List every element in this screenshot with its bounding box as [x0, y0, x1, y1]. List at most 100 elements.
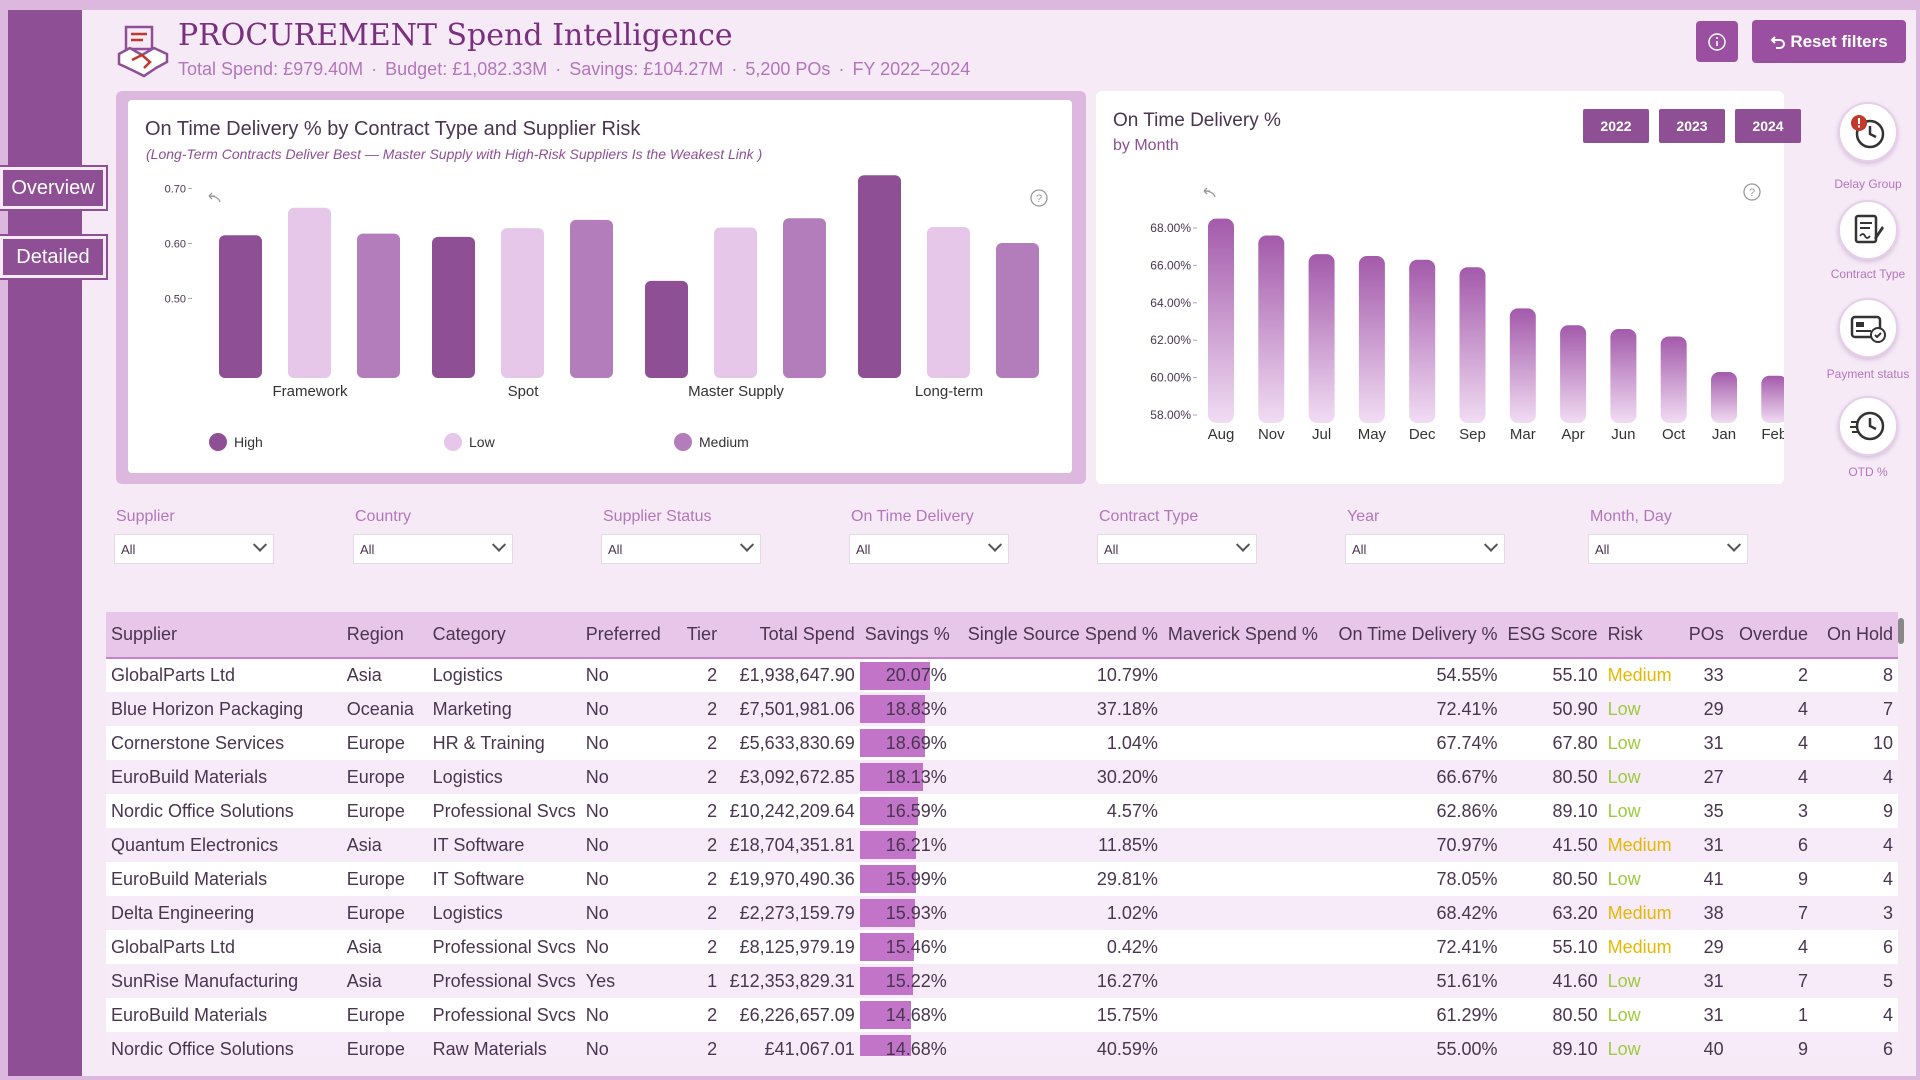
bar-low-long-term[interactable] — [927, 227, 970, 378]
table-cell: Europe — [346, 732, 405, 753]
table-cell: Europe — [346, 868, 405, 889]
bar-month-feb[interactable] — [1761, 375, 1784, 423]
table-row[interactable]: SunRise Manufacturing Asia Professional Sv… — [106, 964, 1898, 998]
contract-type-slicer[interactable]: All — [1097, 534, 1257, 564]
column-header[interactable]: Savings % — [859, 612, 963, 659]
table-cell: £7,501,981.06 — [739, 698, 855, 719]
table-row[interactable]: EuroBuild Materials Europe IT Software No 2 £… — [106, 862, 1898, 896]
legend-swatch-medium — [674, 433, 692, 451]
table-row[interactable]: Delta Engineering Europe Logistics No 2 £2,27… — [106, 896, 1898, 930]
reset-filters-button[interactable]: Reset filters — [1752, 20, 1906, 63]
help-icon[interactable]: ? — [1743, 183, 1761, 201]
table-cell: 20.07% — [859, 658, 963, 692]
bar-month-jul[interactable] — [1308, 254, 1335, 423]
drill-up-icon[interactable] — [1203, 187, 1216, 198]
column-header[interactable]: ESG Score — [1502, 612, 1603, 659]
bar-high-spot[interactable] — [432, 236, 475, 378]
column-header[interactable]: On Time Delivery % — [1329, 612, 1503, 659]
table-row[interactable]: GlobalParts Ltd Asia Logistics No 2 £1,938,64… — [106, 658, 1898, 692]
year-2024-button[interactable]: 2024 — [1735, 109, 1801, 143]
bar-medium-spot[interactable] — [570, 219, 613, 378]
bar-high-framework[interactable] — [219, 235, 262, 378]
table-row[interactable]: Nordic Office Solutions Europe Raw Materia… — [106, 1032, 1898, 1056]
table-row[interactable]: Quantum Electronics Asia IT Software No 2 £18… — [106, 828, 1898, 862]
year-2022-button[interactable]: 2022 — [1583, 109, 1649, 143]
table-row[interactable]: Blue Horizon Packaging Oceania Marketing No… — [106, 692, 1898, 726]
nav-overview-button[interactable]: Overview — [0, 165, 108, 211]
table-scrollbar[interactable] — [1898, 618, 1904, 644]
table-cell: 89.10 — [1552, 800, 1598, 821]
column-header[interactable]: Total Spend — [722, 612, 860, 659]
table-row[interactable]: GlobalParts Ltd Asia Professional Svcs No 2 £… — [106, 930, 1898, 964]
bar-low-master-supply[interactable] — [714, 227, 757, 378]
bar-low-framework[interactable] — [288, 207, 331, 378]
column-header[interactable]: Maverick Spend % — [1162, 612, 1330, 659]
bar-medium-long-term[interactable] — [996, 242, 1039, 378]
bar-medium-framework[interactable] — [357, 233, 400, 378]
bar-month-oct[interactable] — [1660, 336, 1687, 423]
handshake-logo-icon — [117, 25, 169, 78]
bar-month-nov[interactable] — [1258, 235, 1285, 423]
bar-high-master-supply[interactable] — [645, 280, 688, 378]
column-header[interactable]: Risk — [1602, 612, 1684, 659]
bar-month-apr[interactable] — [1560, 325, 1587, 423]
column-header[interactable]: Single Source Spend % — [962, 612, 1163, 659]
country-slicer[interactable]: All — [353, 534, 513, 564]
table-cell: Marketing — [432, 698, 512, 719]
bar-high-long-term[interactable] — [858, 175, 901, 378]
table-cell: Nordic Office Solutions — [111, 800, 294, 821]
year-2023-button[interactable]: 2023 — [1659, 109, 1725, 143]
table-row[interactable]: Nordic Office Solutions Europe Professiona… — [106, 794, 1898, 828]
bar-month-jan[interactable] — [1711, 371, 1737, 423]
column-header[interactable]: Tier — [681, 612, 723, 659]
supplier-status-slicer[interactable]: All — [601, 534, 761, 564]
supplier-slicer[interactable]: All — [114, 534, 274, 564]
column-header[interactable]: On Hold — [1813, 612, 1898, 659]
bar-medium-master-supply[interactable] — [783, 218, 826, 378]
on-time-delivery-slicer[interactable]: All — [849, 534, 1009, 564]
payment-status-button[interactable] — [1838, 298, 1898, 358]
table-cell: 3 — [1882, 902, 1893, 923]
month-day-slicer[interactable]: All — [1588, 534, 1748, 564]
otd-button[interactable] — [1838, 396, 1898, 456]
delay-group-button[interactable] — [1838, 102, 1898, 162]
nav-detailed-button[interactable]: Detailed — [0, 234, 108, 280]
column-header[interactable]: Category — [427, 612, 581, 659]
table-cell: 2 — [707, 1004, 718, 1025]
column-header[interactable]: Overdue — [1728, 612, 1814, 659]
drill-up-icon[interactable] — [208, 192, 221, 203]
column-header[interactable]: Preferred — [580, 612, 682, 659]
table-row[interactable]: EuroBuild Materials Europe Logistics No 2 £3,… — [106, 760, 1898, 794]
bar-month-mar[interactable] — [1509, 308, 1536, 423]
x-tick-label: Dec — [1409, 426, 1436, 443]
table-cell: 67.74% — [1436, 732, 1498, 753]
column-header[interactable]: Region — [341, 612, 428, 659]
table-row[interactable]: Cornerstone Services Europe HR & Training N… — [106, 726, 1898, 760]
bar-month-may[interactable] — [1358, 256, 1385, 423]
year-slicer[interactable]: All — [1345, 534, 1505, 564]
bar-low-spot[interactable] — [501, 228, 544, 378]
bar-month-dec[interactable] — [1409, 259, 1436, 423]
nav-detailed-label: Detailed — [16, 245, 90, 268]
reset-filters-label: Reset filters — [1790, 31, 1888, 51]
table-cell: 2 — [707, 936, 718, 957]
savings-bar — [859, 695, 926, 723]
y-tick-label: 0.70 — [165, 184, 186, 196]
table-cell: Europe — [346, 1004, 405, 1025]
table-cell: Raw Materials — [432, 1038, 547, 1057]
bar-month-jun[interactable] — [1610, 328, 1637, 423]
bar-month-sep[interactable] — [1459, 267, 1486, 423]
table-row[interactable]: EuroBuild Materials Europe Professional Sv… — [106, 998, 1898, 1032]
contract-risk-chart-subtitle: (Long-Term Contracts Deliver Best — Mast… — [146, 146, 763, 162]
bar-month-aug[interactable] — [1208, 218, 1234, 423]
table-cell: 0.42% — [1106, 936, 1158, 957]
table-cell — [1163, 998, 1330, 1032]
column-header[interactable]: POs — [1683, 612, 1729, 659]
info-button[interactable] — [1696, 21, 1738, 62]
table-cell: 61.29% — [1436, 1004, 1498, 1025]
column-header[interactable]: Supplier — [106, 612, 342, 659]
contract-type-button[interactable] — [1838, 200, 1898, 260]
table-cell: 40 — [1703, 1038, 1724, 1057]
savings-value: 18.13% — [885, 766, 947, 787]
help-icon[interactable]: ? — [1030, 189, 1048, 207]
